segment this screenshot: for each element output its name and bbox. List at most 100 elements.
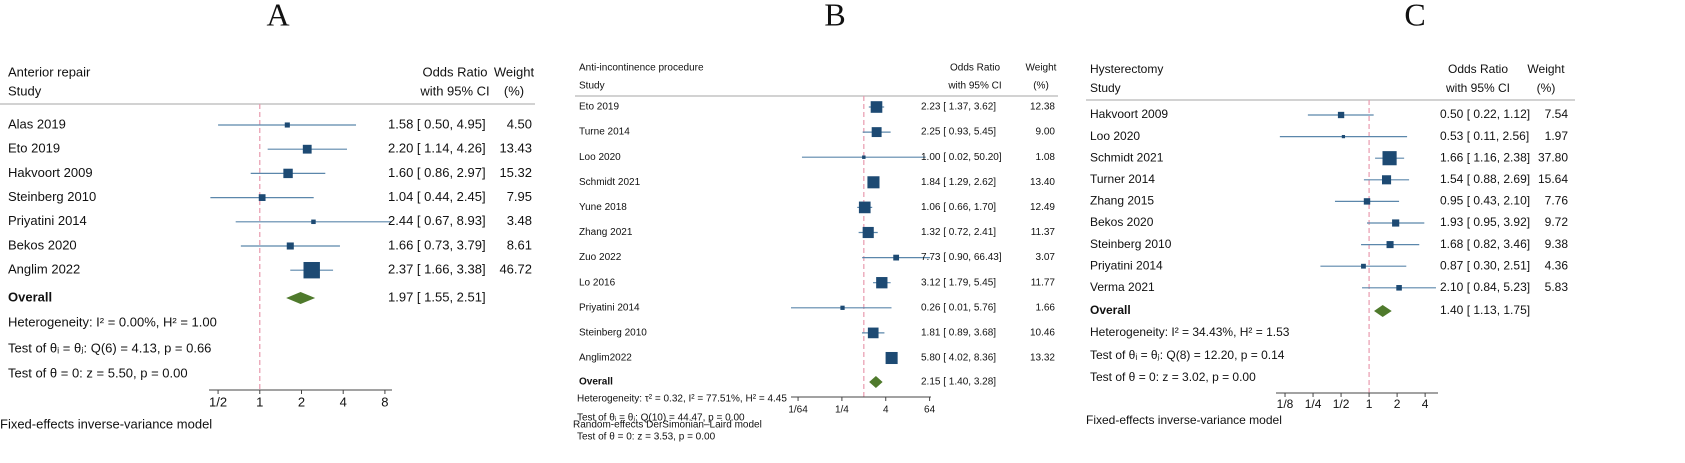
- study-name: Steinberg 2010: [1090, 237, 1172, 251]
- study-marker: [1386, 241, 1394, 249]
- x-tick-label: 1: [1366, 397, 1373, 411]
- study-name: Steinberg 2010: [8, 189, 96, 204]
- weight-label: 10.46: [1030, 328, 1055, 339]
- study-name: Zhang 2021: [579, 227, 633, 238]
- estimate-label: 1.68 [ 0.82, 3.46]: [1440, 237, 1530, 251]
- estimate-label: 0.87 [ 0.30, 2.51]: [1440, 258, 1530, 272]
- estimate-label: 2.10 [ 0.84, 5.23]: [1440, 280, 1530, 294]
- estimate-label: 1.58 [ 0.50, 4.95]: [388, 116, 486, 131]
- x-tick-label: 4: [1422, 397, 1429, 411]
- stat-line: Test of θ = 0: z = 3.53, p = 0.00: [577, 432, 716, 443]
- estimate-label: 1.60 [ 0.86, 2.97]: [388, 165, 486, 180]
- study-name: Anglim2022: [579, 353, 632, 364]
- study-marker: [302, 144, 312, 154]
- estimate-header: Odds Ratio: [950, 63, 1000, 74]
- study-name: Hakvoort 2009: [8, 165, 93, 180]
- study-header: Study: [1090, 81, 1121, 95]
- model-note: Random-effects DerSimonian–Laird model: [573, 420, 762, 431]
- estimate-label: 2.23 [ 1.37, 3.62]: [921, 102, 996, 113]
- overall-diamond: [869, 376, 883, 388]
- weight-label: 4.36: [1545, 258, 1569, 272]
- estimate-label: 1.54 [ 0.88, 2.69]: [1440, 172, 1530, 186]
- study-marker: [283, 168, 293, 179]
- overall-label: 2.15 [ 1.40, 3.28]: [921, 377, 996, 388]
- study-marker: [1396, 285, 1402, 291]
- weight-label: 15.32: [499, 165, 532, 180]
- panel-label: B: [824, 0, 845, 32]
- estimate-label: 1.00 [ 0.02, 50.20]: [921, 152, 1002, 163]
- study-name: Turne 2014: [579, 127, 630, 138]
- overall-diamond: [286, 292, 316, 304]
- estimate-header: Odds Ratio: [422, 64, 487, 79]
- weight-header: Weight: [1527, 62, 1565, 76]
- weight-label: 13.43: [499, 141, 532, 156]
- estimate-label: 1.32 [ 0.72, 2.41]: [921, 227, 996, 238]
- study-marker: [885, 351, 898, 365]
- study-marker: [867, 176, 880, 189]
- estimate-label: 3.12 [ 1.79, 5.45]: [921, 277, 996, 288]
- x-tick-label: 1/2: [209, 394, 227, 409]
- weight-label: 37.80: [1538, 150, 1568, 164]
- study-marker: [311, 219, 316, 225]
- study-name: Yune 2018: [579, 202, 627, 213]
- study-name: Bekos 2020: [1090, 215, 1154, 229]
- x-tick-label: 1/4: [1305, 397, 1322, 411]
- forest-panel: C Hysterectomy Study Odds Ratio with 95% CI W…: [1086, 0, 1575, 427]
- weight-label: 46.72: [499, 262, 532, 277]
- study-name: Alas 2019: [8, 116, 66, 131]
- stat-line: Heterogeneity: τ² = 0.32, I² = 77.51%, H…: [577, 394, 787, 405]
- estimate-label: 7.73 [ 0.90, 66.43]: [921, 252, 1002, 263]
- estimate-label: 1.84 [ 1.29, 2.62]: [921, 177, 996, 188]
- overall-label: 1.97 [ 1.55, 2.51]: [388, 289, 486, 304]
- weight-label: 12.49: [1030, 202, 1055, 213]
- estimate-label: 1.06 [ 0.66, 1.70]: [921, 202, 996, 213]
- x-tick-label: 4: [883, 405, 889, 416]
- study-marker: [258, 194, 266, 201]
- x-tick-label: 1: [256, 394, 263, 409]
- weight-label: 1.97: [1545, 129, 1569, 143]
- weight-header: (%): [1537, 81, 1556, 95]
- weight-label: 7.54: [1545, 107, 1569, 121]
- overall-name: Overall: [8, 289, 52, 304]
- study-header: Study: [8, 83, 42, 98]
- panel-title: Hysterectomy: [1090, 62, 1163, 76]
- stat-line: Heterogeneity: I² = 0.00%, H² = 1.00: [8, 314, 217, 329]
- overall-label: 1.40 [ 1.13, 1.75]: [1440, 303, 1530, 317]
- weight-header: (%): [504, 83, 524, 98]
- study-marker: [284, 122, 290, 128]
- weight-label: 7.95: [507, 189, 532, 204]
- study-name: Priyatini 2014: [1090, 258, 1163, 272]
- stat-line: Test of θᵢ = θⱼ: Q(10) = 44.47, p = 0.00: [577, 413, 745, 424]
- estimate-label: 2.25 [ 0.93, 5.45]: [921, 127, 996, 138]
- stat-line: Test of θ = 0: z = 3.02, p = 0.00: [1090, 370, 1256, 384]
- study-marker: [840, 305, 845, 310]
- estimate-label: 0.53 [ 0.11, 2.56]: [1440, 129, 1529, 143]
- estimate-label: 1.81 [ 0.89, 3.68]: [921, 328, 996, 339]
- estimate-header: with 95% CI: [1445, 81, 1510, 95]
- weight-label: 9.38: [1545, 237, 1569, 251]
- study-name: Loo 2020: [579, 152, 621, 163]
- study-marker: [1337, 111, 1345, 119]
- stat-line: Test of θᵢ = θⱼ: Q(8) = 12.20, p = 0.14: [1090, 348, 1285, 362]
- estimate-label: 0.50 [ 0.22, 1.12]: [1440, 107, 1530, 121]
- study-marker: [858, 201, 871, 214]
- study-name: Zhang 2015: [1090, 194, 1154, 208]
- panel-label: C: [1404, 0, 1425, 32]
- study-name: Priyatini 2014: [8, 213, 87, 228]
- estimate-header: with 95% CI: [947, 81, 1001, 92]
- weight-label: 13.40: [1030, 177, 1055, 188]
- overall-diamond: [1374, 305, 1392, 317]
- estimate-label: 5.80 [ 4.02, 8.36]: [921, 353, 996, 364]
- forest-panel: A Anterior repair Study Odds Ratio with 95% …: [0, 0, 535, 431]
- weight-label: 3.07: [1036, 252, 1056, 263]
- estimate-label: 1.93 [ 0.95, 3.92]: [1440, 215, 1530, 229]
- study-name: Hakvoort 2009: [1090, 107, 1168, 121]
- study-marker: [862, 155, 866, 159]
- weight-label: 1.66: [1036, 302, 1056, 313]
- study-header: Study: [579, 81, 605, 92]
- estimate-label: 2.37 [ 1.66, 3.38]: [388, 262, 486, 277]
- x-tick-label: 2: [298, 394, 305, 409]
- study-marker: [870, 101, 883, 113]
- model-note: Fixed-effects inverse-variance model: [0, 416, 212, 431]
- study-marker: [1392, 219, 1400, 227]
